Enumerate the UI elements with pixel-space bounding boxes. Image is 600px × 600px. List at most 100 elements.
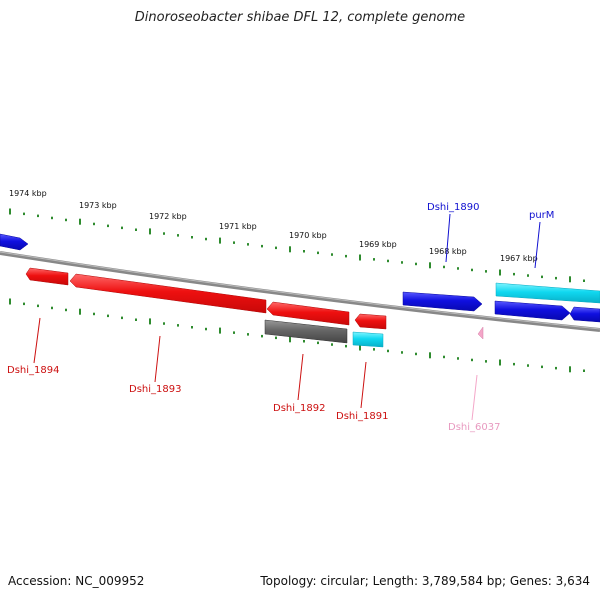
- scale-label: 1973 kbp: [79, 201, 117, 210]
- major-tick: [149, 228, 151, 235]
- genome-backbone: [0, 251, 600, 332]
- minor-tick: [65, 308, 67, 312]
- forward-gene-arrow[interactable]: [569, 306, 600, 323]
- minor-tick: [275, 336, 277, 340]
- minor-tick: [233, 331, 235, 334]
- gene-label-dshi-6037[interactable]: Dshi_6037: [448, 422, 500, 433]
- minor-tick: [471, 358, 473, 362]
- scale-label: 1970 kbp: [289, 231, 327, 240]
- minor-tick: [345, 254, 347, 258]
- reverse-gene-dshi-1893[interactable]: [69, 273, 267, 314]
- minor-tick: [527, 364, 529, 367]
- minor-tick: [205, 237, 207, 241]
- minor-tick: [37, 304, 39, 308]
- minor-tick: [121, 226, 123, 230]
- forward-gene-dshi-1890[interactable]: [402, 291, 483, 312]
- minor-tick: [303, 340, 305, 343]
- leader-line: [154, 335, 161, 383]
- major-tick: [79, 218, 81, 225]
- major-tick: [429, 352, 431, 359]
- leader-line: [297, 353, 304, 401]
- minor-tick: [555, 366, 557, 370]
- minor-tick: [345, 344, 347, 348]
- major-tick: [79, 308, 81, 315]
- minor-tick: [163, 232, 165, 235]
- gene-label-dshi-1893[interactable]: Dshi_1893: [129, 384, 181, 395]
- reverse-pseudogene[interactable]: [264, 319, 348, 344]
- scale-label: 1972 kbp: [149, 212, 187, 221]
- genome-summary-text: Topology: circular; Length: 3,789,584 bp…: [260, 574, 590, 588]
- minor-tick: [205, 327, 207, 331]
- scale-labels: 1974 kbp 1973 kbp 1972 kbp 1971 kbp 1970…: [9, 189, 538, 263]
- minor-tick: [51, 216, 53, 220]
- minor-tick: [261, 244, 263, 248]
- minor-tick: [583, 369, 585, 372]
- leader-line: [33, 317, 41, 364]
- accession-text: Accession: NC_009952: [8, 574, 145, 588]
- major-tick: [569, 276, 571, 283]
- leader-line: [360, 361, 367, 409]
- minor-tick: [555, 276, 557, 280]
- genome-backbone-highlight: [0, 251, 600, 330]
- forward-rna-purM[interactable]: [495, 282, 600, 304]
- minor-tick: [401, 351, 403, 354]
- minor-tick: [135, 228, 137, 231]
- major-tick: [219, 237, 221, 244]
- minor-tick: [401, 261, 403, 264]
- minor-tick: [247, 333, 249, 336]
- minor-tick: [191, 326, 193, 329]
- minor-tick: [163, 322, 165, 325]
- gene-label-purM[interactable]: purM: [529, 210, 554, 221]
- minor-tick: [317, 251, 319, 255]
- gene-label-dshi-1891[interactable]: Dshi_1891: [336, 411, 388, 422]
- minor-tick: [443, 265, 445, 269]
- forward-gene-arrow[interactable]: [494, 300, 571, 321]
- minor-tick: [513, 362, 515, 366]
- reverse-gene-dshi-1894[interactable]: [25, 267, 69, 286]
- minor-tick: [457, 267, 459, 270]
- minor-tick: [373, 348, 375, 351]
- major-tick: [569, 366, 571, 373]
- marker-dshi-6037[interactable]: [477, 326, 484, 340]
- major-tick: [289, 246, 291, 253]
- leader-line: [445, 213, 451, 263]
- minor-tick: [177, 234, 179, 237]
- minor-tick: [387, 349, 389, 353]
- minor-tick: [457, 357, 459, 360]
- minor-tick: [177, 324, 179, 327]
- minor-tick: [513, 272, 515, 276]
- minor-tick: [387, 259, 389, 263]
- minor-tick: [443, 355, 445, 359]
- gene-label-dshi-1892[interactable]: Dshi_1892: [273, 403, 325, 414]
- minor-tick: [23, 302, 25, 306]
- minor-tick: [471, 268, 473, 272]
- minor-tick: [107, 224, 109, 228]
- minor-tick: [247, 243, 249, 246]
- minor-tick: [415, 352, 417, 356]
- minor-tick: [317, 341, 319, 345]
- major-tick: [9, 208, 11, 215]
- minor-tick: [485, 360, 487, 363]
- minor-tick: [373, 258, 375, 261]
- reverse-gene-dshi-1892[interactable]: [266, 301, 350, 326]
- minor-tick: [541, 365, 543, 369]
- minor-tick: [261, 334, 263, 338]
- minor-tick: [583, 279, 585, 282]
- minor-tick: [121, 316, 123, 320]
- reverse-rna-dshi-1891[interactable]: [352, 331, 384, 348]
- minor-tick: [135, 318, 137, 321]
- minor-tick: [51, 306, 53, 310]
- minor-tick: [107, 314, 109, 318]
- gene-label-dshi-1894[interactable]: Dshi_1894: [7, 365, 59, 376]
- scale-label: 1974 kbp: [9, 189, 47, 198]
- gene-labels: Dshi_1890 purM Dshi_1894 Dshi_1893 Dshi_…: [7, 202, 554, 433]
- forward-gene-arrow[interactable]: [0, 233, 29, 251]
- minor-tick: [37, 214, 39, 218]
- leader-line: [471, 374, 478, 421]
- gene-label-dshi-1890[interactable]: Dshi_1890: [427, 202, 479, 213]
- minor-tick: [331, 253, 333, 256]
- minor-tick: [23, 212, 25, 216]
- reverse-gene-arrow[interactable]: [354, 313, 387, 330]
- leader-line: [534, 221, 541, 269]
